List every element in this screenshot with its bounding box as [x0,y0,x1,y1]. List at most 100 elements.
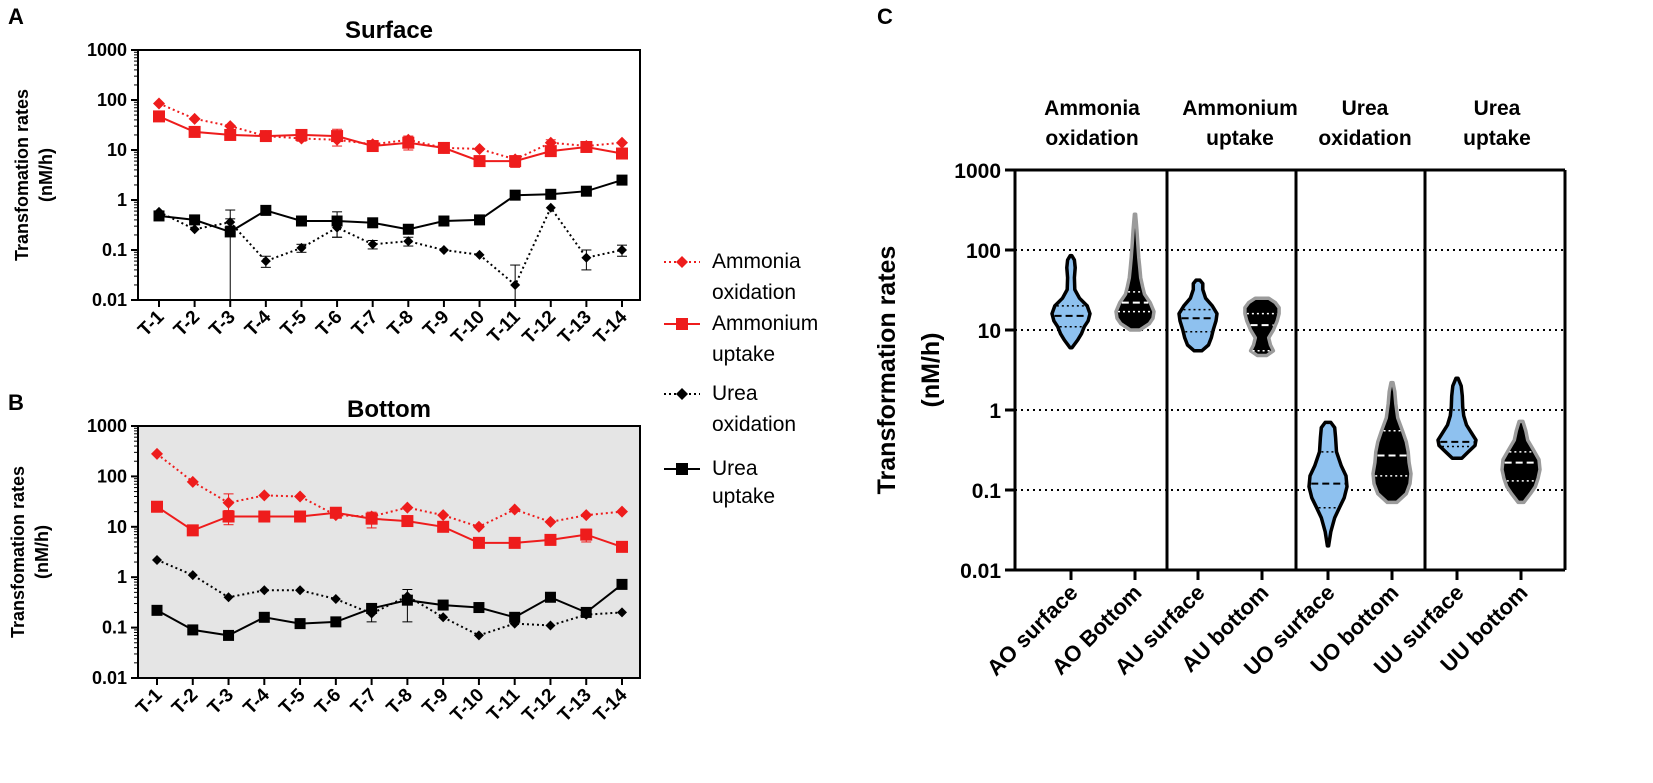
panel-c-group-line1: Ammonia [1044,97,1140,120]
panel-b-point-ammonia-oxidation [294,490,307,503]
panel-b-point-urea-uptake [509,611,521,623]
panel-b-point-urea-oxidation [295,585,306,596]
panel-b-xtick-label: T-5 [275,684,310,719]
panel-b-ytick-label: 10 [107,517,127,537]
panel-b-point-ammonia-oxidation [544,515,557,528]
panel-b-ytick-label: 1000 [87,416,127,436]
panel-c-group-line2: uptake [1463,127,1531,150]
panel-a-ytick-label: 10 [107,140,127,160]
violin-uu-surface [1436,376,1478,460]
panel-a-point-ammonia-oxidation [473,142,486,155]
legend-item-ammonia-oxidation: Ammonia oxidation [664,250,801,304]
panel-a-ytick-label: 0.01 [92,290,127,310]
panel-a-xtick-label: T-4 [241,306,276,341]
violin-ao-bottom [1114,212,1156,332]
panel-b-point-urea-oxidation [152,554,162,565]
panel-a-point-ammonia-oxidation [188,112,201,125]
panel-a-point-urea-uptake [367,217,379,229]
legend-label-ammonia-oxidation-1: Ammonia [712,250,801,273]
panel-a-xtick-label: T-7 [348,307,382,341]
panel-b-xtick-label: T-3 [204,685,238,719]
panel-a-point-ammonium-uptake [295,128,308,141]
panel-b-point-ammonium-uptake [365,512,378,525]
legend-item-ammonium-uptake: Ammonium uptake [664,312,818,366]
panel-a-point-urea-uptake [438,215,450,227]
panel-b-point-ammonium-uptake [294,510,307,523]
panel-b-point-urea-uptake [437,599,449,611]
panel-a-point-urea-oxidation [367,239,378,250]
violin-body [1114,212,1156,332]
panel-c-group-header: Urea uptake [1463,97,1531,150]
panel-a-point-urea-oxidation [545,202,556,213]
panel-a-line-urea-uptake [158,179,623,233]
panel-a-title: Surface [345,17,433,44]
legend-marker-urea-uptake [676,463,688,475]
panel-b-point-urea-uptake [544,591,556,603]
panel-b-point-ammonium-uptake [508,536,521,549]
panel-a-series-ammonium-uptake [153,110,628,168]
panel-b-point-urea-uptake [473,602,485,614]
panel-c-group-header: Urea oxidation [1318,97,1411,150]
panel-a-ytick-label: 0.1 [102,240,127,260]
panel-b-point-urea-oxidation [187,570,198,581]
violin-body [1050,253,1092,350]
violin-uo-surface [1307,420,1349,548]
panel-label-b: B [8,390,24,415]
panel-b-point-urea-uptake [258,611,270,623]
legend-label-urea-oxidation-2: oxidation [712,413,796,436]
panel-b-point-urea-oxidation [223,592,234,603]
panel-a-point-urea-uptake [224,226,236,238]
panel-b-point-urea-oxidation [473,630,484,641]
panel-a-point-ammonia-oxidation [616,136,628,149]
panel-b-point-ammonium-uptake [151,500,163,513]
panel-a-point-ammonium-uptake [544,145,557,158]
panel-c-ylabel-line1: Transformation rates [873,246,901,495]
panel-b-point-ammonia-oxidation [151,447,163,460]
panel-b-point-ammonium-uptake [616,540,628,553]
panel-b-point-urea-uptake [187,624,199,636]
panel-a-line-ammonia-oxidation [158,102,623,161]
panel-b-point-ammonium-uptake [329,506,342,519]
panel-a-plot-area [138,50,640,300]
panel-b-point-ammonium-uptake [437,520,450,533]
legend-item-urea-uptake: Urea uptake [664,457,775,508]
legend-label-ammonia-oxidation-2: oxidation [712,281,796,304]
panel-b-series-urea-uptake [151,578,628,641]
violin-body [1371,380,1413,505]
panel-a-point-urea-oxidation [189,224,200,235]
panel-b-xtick-label: T-13 [554,685,596,727]
panel-c-ytick-label: 0.1 [972,480,1002,503]
panel-b-point-urea-oxidation [259,585,270,596]
panel-a-point-ammonium-uptake [437,141,450,154]
panel-b-point-ammonia-oxidation [186,475,199,488]
panel-a-point-urea-uptake [153,210,165,222]
panel-b-point-ammonium-uptake [222,510,235,523]
violin-body [1177,278,1219,353]
panel-a-ytick-label: 1 [117,190,127,210]
panel-a-series-urea-uptake [153,174,628,300]
panel-c-ytick-label: 1000 [954,160,1001,183]
panel-b-point-ammonium-uptake [580,528,593,541]
panel-a-point-ammonium-uptake [616,147,628,160]
panel-b-frame [137,425,641,679]
panel-c-group-header: Ammonium uptake [1182,97,1298,150]
panel-label-a: A [8,4,24,29]
legend-marker-ammonia-oxidation [676,256,688,268]
legend-marker-ammonium-uptake [676,318,688,330]
panel-a-point-ammonium-uptake [509,155,522,168]
panel-a-xtick-label: T-3 [206,307,240,341]
panel-a-ylabel-line2: (nM/h) [36,148,56,202]
panel-a-xtick-label: T-14 [590,306,632,348]
panel-b-point-urea-uptake [580,606,592,618]
panel-b-point-ammonium-uptake [186,524,199,537]
panel-b-plot-area [138,426,640,678]
panel-a-point-urea-uptake [295,215,307,227]
panel-a-ytick-label: 100 [97,90,127,110]
panel-a-point-urea-oxidation [260,256,271,267]
panel-a-xtick-label: T-13 [554,307,596,349]
panel-b-xtick-label: T-6 [311,685,345,719]
panel-c-group-line2: uptake [1206,127,1274,150]
legend-label-urea-uptake-1: Urea [712,457,758,480]
panel-b-point-urea-uptake [366,602,378,614]
panel-b-title: Bottom [347,396,431,423]
